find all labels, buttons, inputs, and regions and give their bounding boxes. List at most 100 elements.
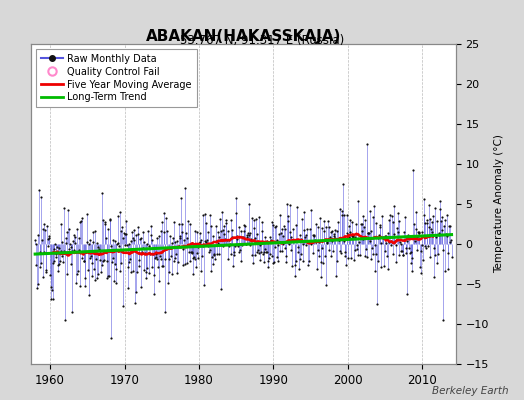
Point [115, 208, 124, 215]
Point [161, 255, 169, 262]
Point [237, 242, 246, 248]
Point [442, 233, 451, 239]
Point [398, 252, 407, 258]
Point [439, 317, 447, 323]
Point [57, 220, 66, 227]
Point [57, 248, 65, 254]
Point [51, 254, 60, 260]
Point [43, 236, 52, 242]
Point [187, 248, 195, 255]
Point [210, 251, 218, 258]
Point [246, 242, 254, 248]
Point [298, 216, 306, 222]
Point [168, 270, 177, 277]
Point [131, 300, 139, 306]
Point [370, 203, 378, 209]
Point [348, 233, 357, 240]
Point [364, 230, 372, 236]
Point [193, 255, 202, 261]
Point [370, 242, 379, 248]
Point [54, 244, 63, 251]
Point [138, 229, 147, 235]
Point [333, 258, 342, 264]
Point [320, 228, 328, 234]
Point [269, 222, 278, 228]
Point [302, 241, 311, 248]
Point [294, 265, 303, 272]
Point [123, 242, 131, 248]
Point [441, 217, 450, 224]
Point [182, 235, 191, 241]
Point [407, 260, 416, 267]
Point [403, 238, 412, 244]
Point [60, 248, 68, 254]
Point [213, 229, 222, 236]
Point [289, 236, 298, 243]
Point [219, 226, 227, 233]
Point [221, 235, 229, 242]
Point [172, 250, 180, 257]
Point [142, 269, 150, 275]
Point [184, 242, 193, 248]
Point [86, 237, 95, 244]
Point [237, 228, 245, 234]
Point [264, 258, 272, 264]
Point [282, 253, 290, 259]
Point [88, 260, 96, 266]
Point [71, 234, 79, 240]
Point [353, 242, 362, 248]
Point [343, 212, 351, 218]
Point [411, 208, 420, 215]
Point [437, 218, 445, 224]
Point [362, 141, 370, 147]
Point [388, 219, 397, 226]
Point [67, 261, 75, 268]
Point [243, 232, 251, 238]
Point [381, 239, 390, 246]
Point [438, 227, 446, 234]
Point [47, 296, 55, 302]
Point [357, 221, 366, 227]
Point [432, 234, 440, 240]
Point [404, 232, 412, 238]
Point [446, 222, 454, 229]
Point [291, 273, 299, 280]
Point [31, 236, 39, 243]
Point [80, 258, 89, 264]
Point [59, 258, 67, 265]
Point [34, 281, 42, 288]
Point [309, 232, 318, 238]
Point [125, 259, 134, 266]
Point [296, 232, 304, 238]
Point [92, 240, 101, 246]
Point [358, 228, 366, 234]
Point [150, 272, 158, 278]
Point [148, 264, 156, 270]
Point [209, 233, 217, 239]
Point [196, 230, 204, 237]
Point [84, 267, 92, 274]
Point [266, 251, 274, 258]
Point [384, 266, 392, 272]
Point [231, 243, 239, 249]
Point [166, 232, 174, 239]
Point [351, 246, 359, 253]
Point [340, 212, 348, 218]
Point [398, 248, 406, 254]
Point [161, 309, 170, 315]
Point [196, 237, 205, 243]
Point [147, 223, 156, 229]
Point [136, 236, 144, 242]
Point [424, 224, 433, 230]
Point [367, 228, 375, 235]
Point [92, 256, 100, 262]
Point [188, 249, 196, 255]
Point [326, 234, 334, 241]
Point [351, 234, 359, 240]
Point [409, 220, 418, 227]
Point [121, 231, 129, 237]
Point [156, 252, 164, 259]
Point [344, 222, 353, 229]
Point [119, 230, 128, 236]
Point [64, 207, 72, 213]
